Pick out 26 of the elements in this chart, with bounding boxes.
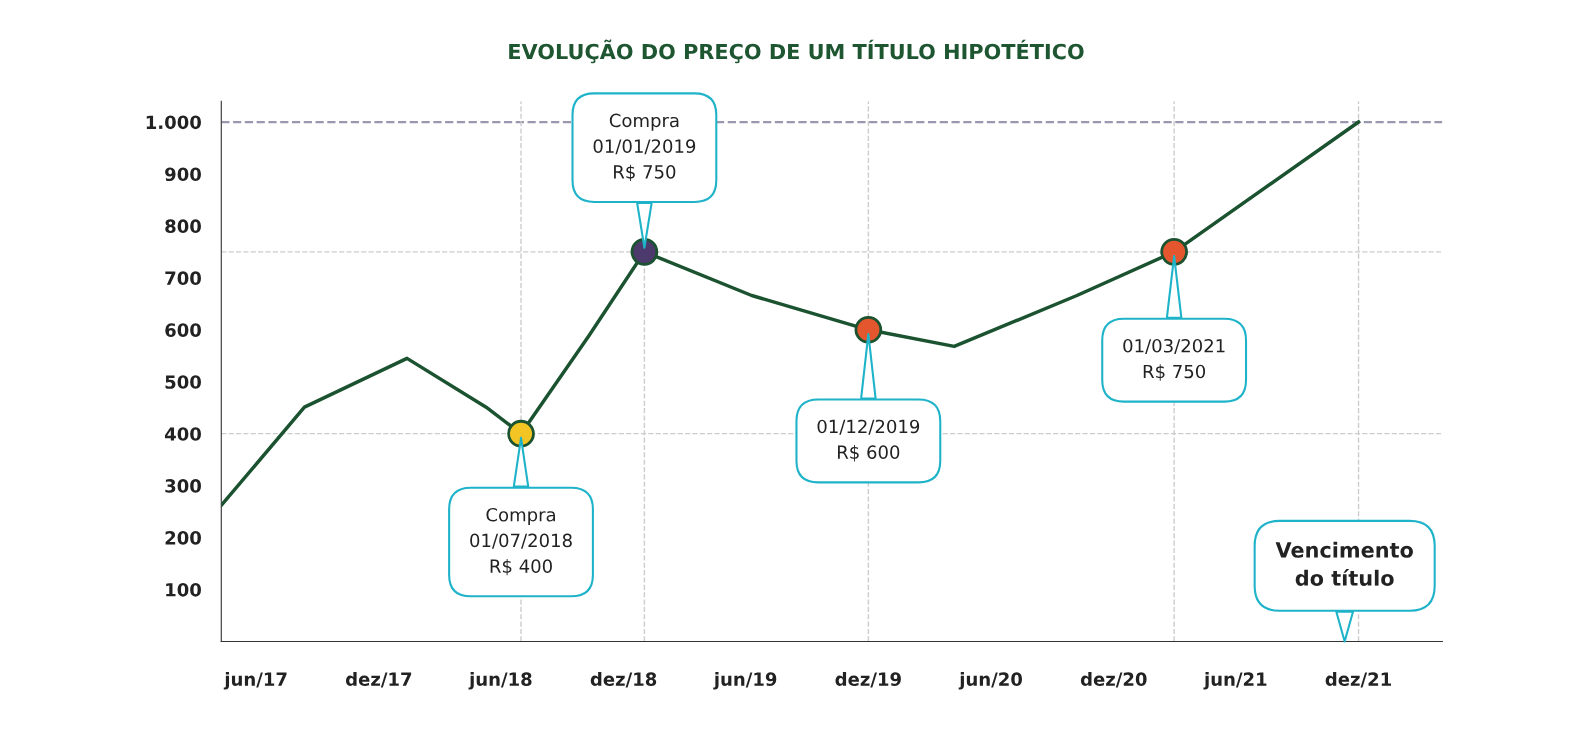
x-tick-label: dez/21	[1325, 672, 1391, 688]
y-tick-label: 500	[165, 375, 201, 389]
y-tick-label: 700	[165, 271, 201, 285]
x-tick-label: dez/19	[835, 672, 901, 688]
x-tick-label: dez/20	[1080, 672, 1147, 688]
x-tick-label: jun/20	[958, 672, 1023, 690]
x-tick-label: jun/18	[468, 672, 532, 690]
y-tick-label: 100	[166, 582, 201, 597]
chart-title: EVOLUÇÃO DO PREÇO DE UM TÍTULO HIPOTÉTICO	[509, 39, 1084, 64]
annotation: 01/03/2021 R$ 750	[1123, 338, 1225, 381]
x-tick-label: dez/17	[345, 672, 412, 688]
x-tick-label: dez/18	[590, 672, 657, 688]
y-tick-label: 300	[165, 479, 201, 493]
y-tick-label: 800	[165, 219, 201, 234]
x-tick-label: jun/17	[223, 672, 287, 690]
x-tick-label: jun/19	[713, 672, 777, 690]
annotation: Vencimento do título	[1275, 541, 1413, 586]
annotation: 01/12/2019 R$ 600	[817, 419, 920, 462]
y-tick-label: 900	[165, 167, 201, 182]
y-tick-label: 400	[164, 427, 201, 441]
y-tick-label: 1.000	[146, 115, 201, 130]
annotation: Compra 01/01/2019 R$ 750	[593, 113, 696, 182]
y-tick-label: 200	[165, 531, 201, 545]
x-tick-label: jun/21	[1203, 672, 1267, 690]
y-tick-label: 600	[165, 323, 201, 337]
annotation: Compra 01/07/2018 R$ 400	[470, 507, 572, 576]
